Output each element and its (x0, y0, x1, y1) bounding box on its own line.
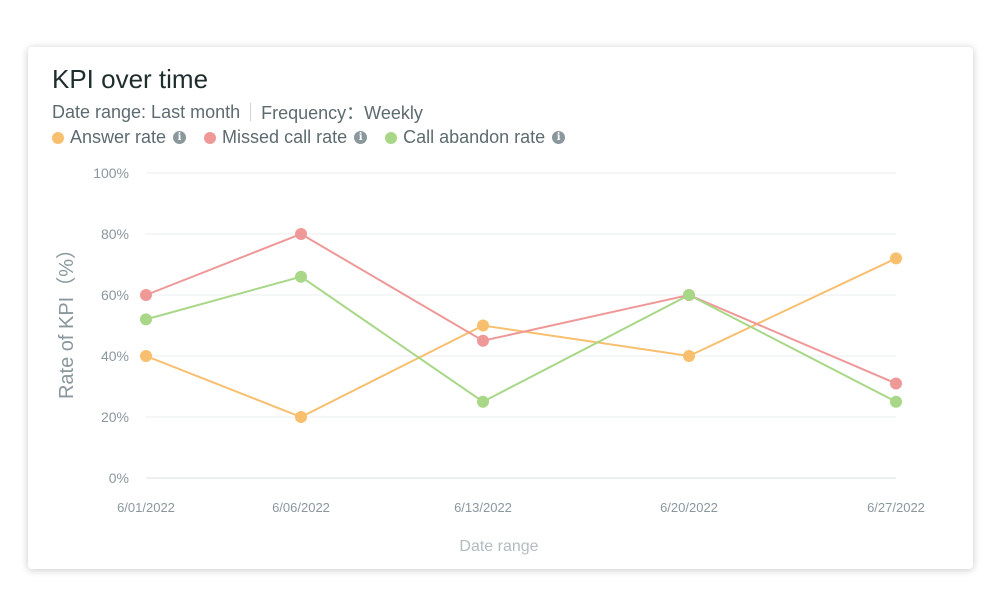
data-point (295, 270, 307, 283)
data-point (890, 377, 902, 390)
filter-divider (250, 103, 252, 121)
data-point (683, 289, 695, 301)
data-point (140, 350, 152, 362)
y-tick-label: 80% (101, 226, 129, 242)
data-point (477, 334, 489, 347)
data-point (477, 319, 489, 332)
x-axis-label: Date range (459, 538, 538, 555)
x-tick-label: 6/01/2022 (117, 500, 175, 515)
data-point (295, 228, 307, 240)
legend-label: Call abandon rate (403, 127, 546, 147)
x-tick-label: 6/06/2022 (272, 500, 330, 515)
data-point (890, 395, 902, 408)
legend-item-answer-rate[interactable]: Answer rate i (52, 127, 187, 148)
data-point (477, 395, 489, 408)
y-tick-label: 60% (101, 287, 129, 303)
info-icon[interactable]: i (354, 131, 368, 144)
chart-legend: Answer rate i Missed call rate i Call ab… (52, 127, 583, 148)
legend-item-call-abandon-rate[interactable]: Call abandon rate i (385, 127, 566, 148)
series-line (145, 257, 897, 419)
data-point (890, 252, 902, 265)
date-range-filter[interactable]: Date range: Last month (52, 101, 241, 122)
x-tick-label: 6/20/2022 (660, 500, 718, 515)
legend-dot (385, 131, 398, 144)
series-line (145, 232, 897, 385)
kpi-chart-card: KPI over time Date range: Last month Fre… (28, 47, 973, 569)
data-point (140, 289, 152, 301)
frequency-filter[interactable]: Frequency：Weekly (261, 103, 423, 123)
info-icon[interactable]: i (552, 131, 566, 144)
y-tick-label: 20% (101, 409, 129, 425)
line-chart: 0% 20% 40% 60% 80% 100% 6/01/2022 6/06/2022 6/13… (55, 165, 925, 555)
info-icon[interactable]: i (173, 131, 187, 144)
legend-dot (204, 131, 217, 144)
data-point (295, 411, 307, 423)
chart-filters: Date range: Last month Frequency：Weekly (52, 99, 423, 125)
y-tick-label: 40% (101, 348, 129, 364)
legend-label: Answer rate (70, 127, 167, 147)
chart-title: KPI over time (52, 64, 209, 94)
legend-dot (52, 131, 64, 144)
data-point (683, 350, 695, 362)
data-point (140, 313, 152, 326)
legend-item-missed-call-rate[interactable]: Missed call rate i (204, 127, 368, 148)
legend-label: Missed call rate (222, 127, 348, 147)
y-axis-label: Rate of KPI（%） (55, 239, 78, 399)
x-tick-label: 6/27/2022 (867, 500, 925, 515)
x-tick-label: 6/13/2022 (454, 500, 512, 515)
y-tick-label: 100% (93, 165, 129, 181)
y-tick-label: 0% (109, 470, 129, 486)
